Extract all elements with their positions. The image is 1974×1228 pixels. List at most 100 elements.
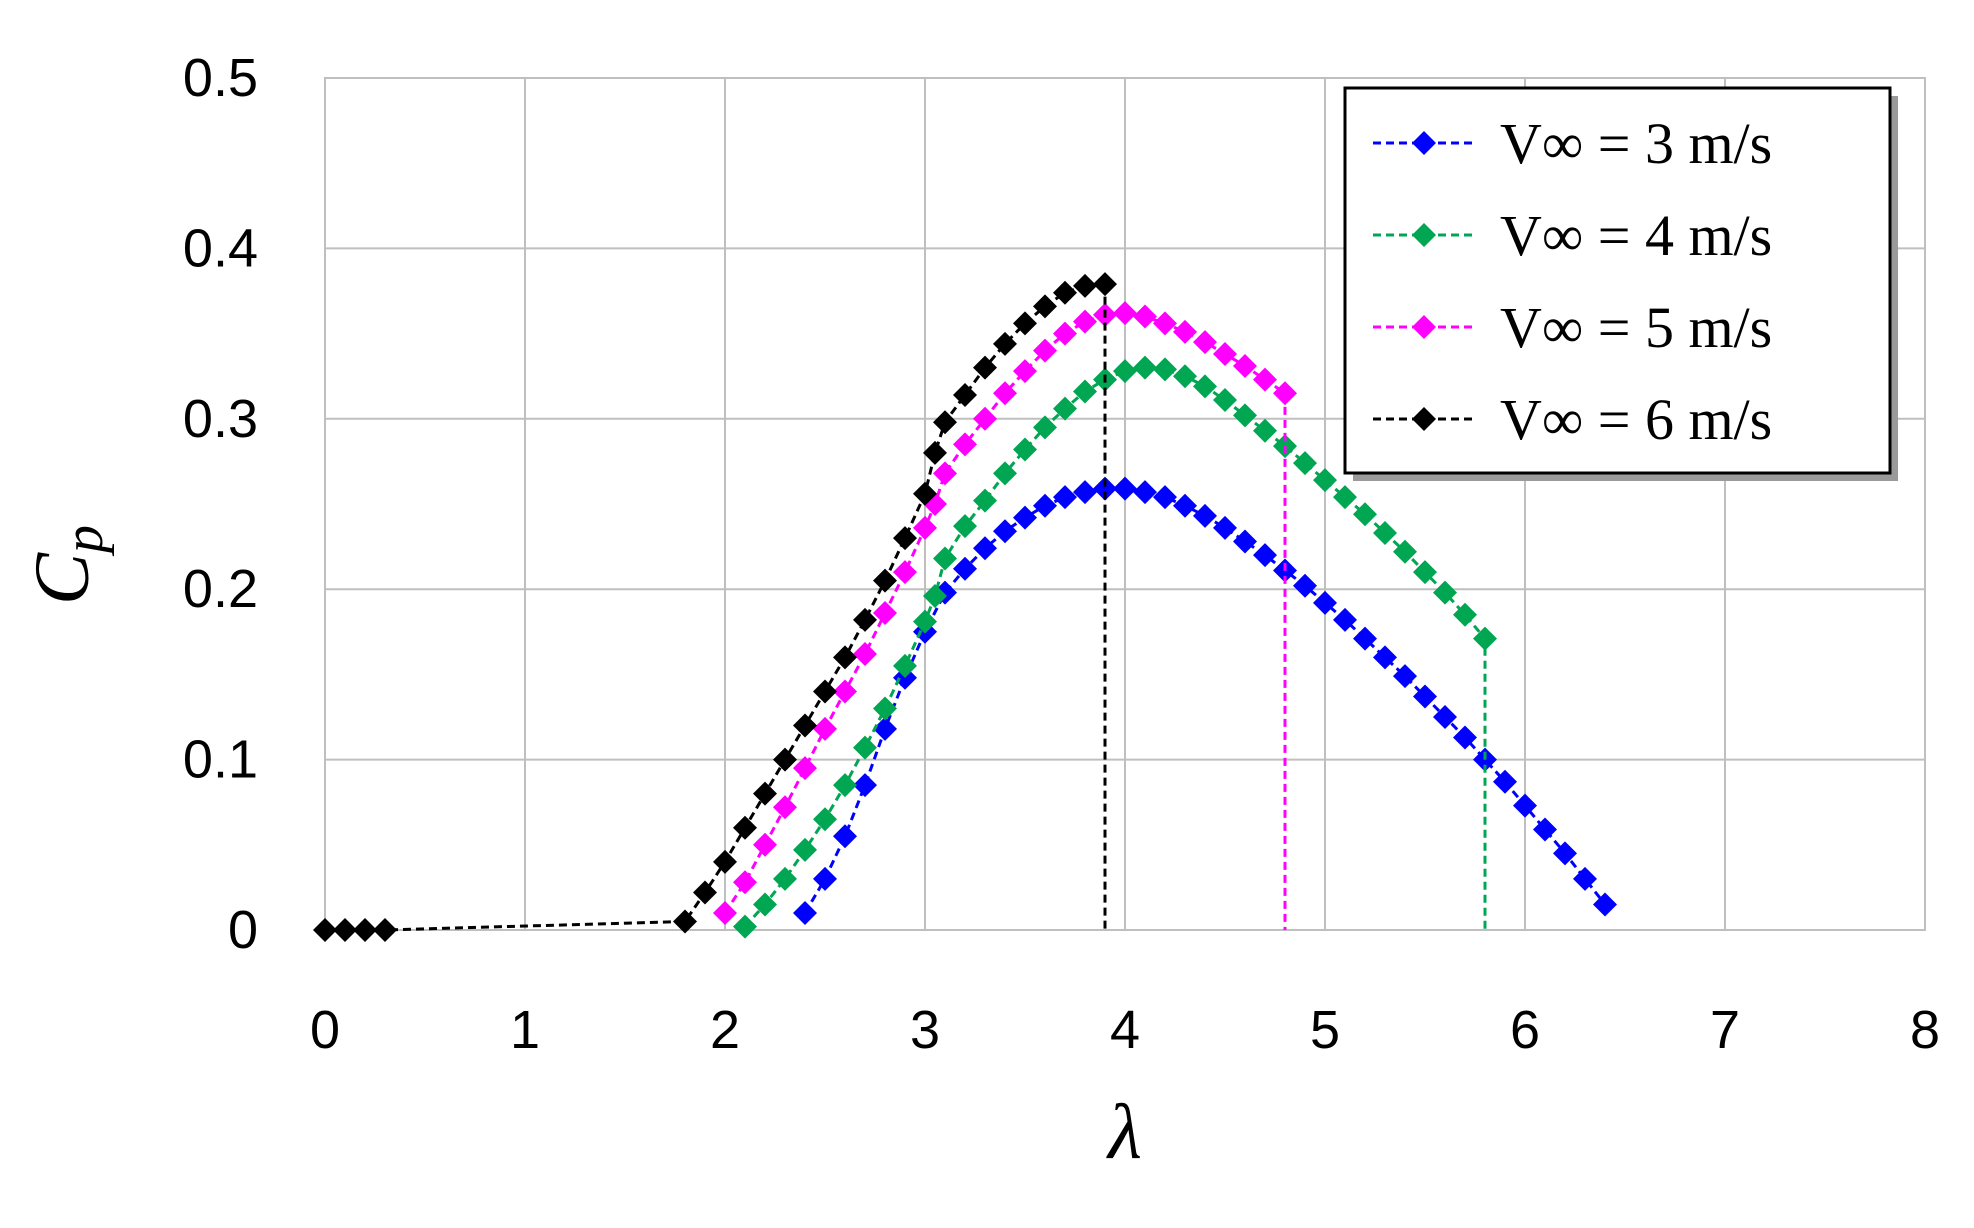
data-point [1273, 381, 1297, 406]
y-tick-label: 0.5 [183, 48, 258, 108]
data-point [1073, 379, 1097, 404]
data-point [1073, 309, 1097, 334]
series-line [743, 366, 1487, 930]
data-point [1233, 403, 1257, 428]
data-point [1053, 396, 1077, 421]
legend-label: V∞ = 3 m/s [1500, 111, 1772, 176]
x-axis-title: λ [1106, 1088, 1142, 1175]
data-point [933, 546, 957, 571]
data-point [813, 807, 837, 832]
data-point [1213, 515, 1237, 540]
data-point [853, 773, 877, 798]
data-point [353, 918, 377, 942]
data-point [753, 832, 777, 857]
y-tick-label: 0.4 [183, 218, 258, 278]
data-point [833, 645, 857, 670]
data-point [373, 918, 397, 942]
legend-item: V∞ = 5 m/s [1373, 295, 1772, 360]
data-point [1413, 684, 1437, 709]
data-point [993, 331, 1017, 356]
data-point [773, 795, 797, 820]
data-point [953, 556, 977, 581]
x-tick-label: 4 [1110, 1000, 1140, 1060]
data-point [1333, 607, 1357, 632]
data-point [773, 866, 797, 891]
data-point [1393, 664, 1417, 689]
data-point [1033, 338, 1057, 363]
data-point [1393, 539, 1417, 564]
data-point [1553, 841, 1577, 866]
data-point [1133, 480, 1157, 505]
series-layer [313, 272, 1617, 942]
data-point [1373, 520, 1397, 545]
data-point [1013, 437, 1037, 462]
data-point [1533, 817, 1557, 842]
data-point [993, 381, 1017, 406]
data-point [1013, 359, 1037, 384]
data-point [1333, 485, 1357, 510]
data-point [1573, 866, 1597, 891]
legend-marker [1412, 407, 1436, 431]
data-point [893, 560, 917, 585]
data-point [1253, 418, 1277, 443]
legend-marker [1412, 131, 1436, 155]
y-tick-label: 0.2 [183, 559, 258, 619]
data-point [973, 406, 997, 431]
x-tick-label: 5 [1310, 1000, 1340, 1060]
data-point [673, 909, 697, 934]
data-point [1173, 493, 1197, 518]
data-point [953, 382, 977, 407]
series [793, 476, 1617, 925]
data-point [1153, 485, 1177, 510]
data-point [853, 641, 877, 666]
data-point [833, 679, 857, 704]
data-point [973, 355, 997, 380]
data-point [933, 410, 957, 435]
data-point [1153, 357, 1177, 382]
data-point [1513, 793, 1537, 818]
data-point [713, 900, 737, 925]
data-point [793, 837, 817, 862]
data-point [1413, 560, 1437, 585]
y-axis-title: Cp [18, 525, 115, 605]
data-point [1053, 485, 1077, 510]
series-line [325, 282, 1107, 932]
data-point [313, 918, 337, 942]
data-point [1173, 319, 1197, 344]
data-point [1433, 580, 1457, 605]
y-tick-labels: 0 0.1 0.2 0.3 0.4 0.5 [183, 48, 258, 960]
legend-item: V∞ = 6 m/s [1373, 387, 1772, 452]
data-point [1033, 294, 1057, 319]
data-point [1113, 301, 1137, 326]
data-point [923, 440, 947, 465]
y-tick-label: 0 [228, 900, 258, 960]
legend-label: V∞ = 4 m/s [1500, 203, 1772, 268]
legend: V∞ = 3 m/s V∞ = 4 m/s V∞ = 5 m/s V∞ = 6 m/s [1343, 86, 1898, 481]
legend-item: V∞ = 3 m/s [1373, 111, 1772, 176]
data-point [753, 892, 777, 917]
data-point [1193, 503, 1217, 528]
data-point [693, 880, 717, 905]
y-axis-title-main: C [18, 552, 105, 605]
x-tick-label: 1 [510, 1000, 540, 1060]
data-point [1053, 280, 1077, 305]
data-point [1073, 480, 1097, 505]
data-point [913, 609, 937, 634]
data-point [1033, 415, 1057, 440]
data-point [1313, 468, 1337, 493]
x-tick-label: 8 [1910, 1000, 1940, 1060]
data-point [1093, 272, 1117, 297]
data-point [1193, 330, 1217, 355]
data-point [1493, 769, 1517, 794]
series [313, 272, 1117, 942]
data-point [973, 488, 997, 513]
y-tick-label: 0.1 [183, 730, 258, 790]
legend-item: V∞ = 4 m/s [1373, 203, 1772, 268]
data-point [1133, 304, 1157, 329]
data-point [813, 716, 837, 741]
data-point [1233, 529, 1257, 554]
data-point [1153, 311, 1177, 336]
data-point [933, 461, 957, 486]
data-point [1253, 367, 1277, 392]
